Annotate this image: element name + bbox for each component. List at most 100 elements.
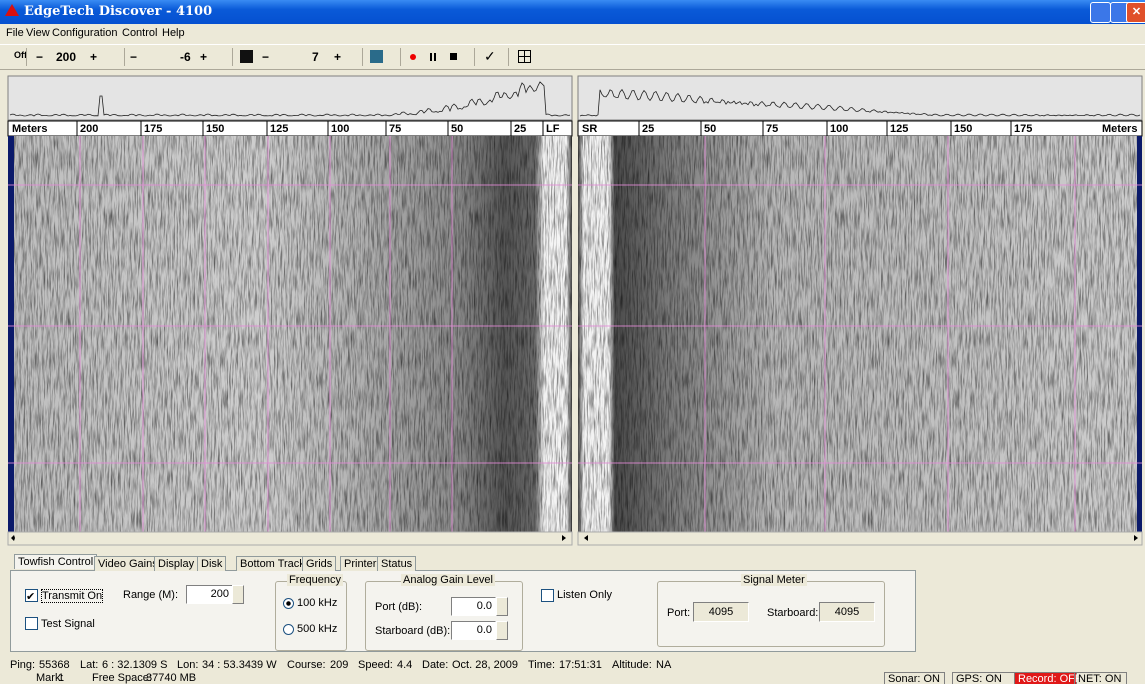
toolbar-icon[interactable]	[370, 50, 383, 63]
menu-item[interactable]: View	[26, 27, 50, 39]
status-value: 37740 MB	[146, 672, 196, 684]
status-label: Time:	[528, 659, 555, 671]
range-value[interactable]: 200	[56, 50, 76, 64]
starboard-edge	[1137, 136, 1142, 532]
status-label: Course:	[287, 659, 326, 671]
group-box	[365, 581, 523, 651]
stop-button[interactable]	[450, 53, 457, 60]
port-waveform-panel	[8, 76, 572, 120]
status-label: Free Space:	[92, 672, 152, 684]
status-value: 209	[330, 659, 348, 671]
spin-button[interactable]	[496, 597, 508, 616]
title-bar: EdgeTech Discover - 4100 ✕	[0, 0, 1145, 24]
tab[interactable]: Printer	[340, 556, 380, 571]
status-indicator: NET: ON	[1074, 672, 1127, 684]
menu-item[interactable]: Help	[162, 27, 185, 39]
tab[interactable]: Status	[377, 556, 416, 571]
pause-button[interactable]	[430, 53, 436, 61]
scale-label: 175	[144, 123, 162, 135]
tab[interactable]: Display	[154, 556, 198, 571]
minimize-button[interactable]	[1090, 2, 1111, 23]
toolbar-separator	[232, 48, 233, 66]
status-label: Ping:	[10, 659, 35, 671]
status-indicator: Record: OFF	[1014, 672, 1077, 684]
increase-button[interactable]: +	[200, 50, 207, 64]
gain-input[interactable]: 0.0	[451, 597, 496, 616]
radio-label[interactable]: 500 kHz	[297, 623, 337, 635]
scale-label: 75	[389, 123, 401, 135]
scale-label: 150	[954, 123, 972, 135]
gain-input[interactable]: 0.0	[451, 621, 496, 640]
radio-button[interactable]	[283, 624, 294, 635]
radio-button[interactable]	[283, 598, 294, 609]
status-value: 6 : 32.1309 S	[102, 659, 167, 671]
port-sonar-texture	[8, 136, 572, 532]
decrease-button[interactable]: −	[130, 50, 137, 64]
scale-label: 50	[451, 123, 463, 135]
checkbox-label[interactable]: Test Signal	[41, 618, 95, 630]
record-button[interactable]	[410, 54, 416, 60]
check-button[interactable]: ✓	[484, 48, 496, 65]
spin-button[interactable]	[232, 585, 244, 604]
starboard-scale-bar	[578, 121, 1142, 136]
checkbox[interactable]	[25, 617, 38, 630]
toolbar-separator	[26, 48, 27, 66]
status-value: Oct. 28, 2009	[452, 659, 518, 671]
scale-label: Meters	[12, 123, 47, 135]
field-label: Port (dB):	[375, 601, 422, 613]
tvg-value[interactable]: 7	[312, 50, 319, 64]
meter-value: 4095	[693, 602, 749, 622]
toolbar-separator	[362, 48, 363, 66]
checkbox[interactable]	[541, 589, 554, 602]
status-value: 1	[58, 672, 64, 684]
status-value: NA	[656, 659, 671, 671]
status-label: Altitude:	[612, 659, 652, 671]
tab[interactable]: Disk	[197, 556, 226, 571]
starboard-scrollbar[interactable]	[578, 532, 1142, 545]
status-value: 55368	[39, 659, 70, 671]
increase-button[interactable]: +	[334, 50, 341, 64]
app-icon	[5, 4, 19, 16]
spin-button[interactable]	[496, 621, 508, 640]
scale-label: 25	[642, 123, 654, 135]
radio-label[interactable]: 100 kHz	[297, 597, 337, 609]
meter-value: 4095	[819, 602, 875, 622]
decrease-button[interactable]: −	[262, 50, 269, 64]
port-scrollbar[interactable]	[8, 532, 572, 545]
group-box	[275, 581, 347, 651]
toolbar-separator	[400, 48, 401, 66]
status-indicator: Sonar: ON	[884, 672, 945, 684]
status-label: Speed:	[358, 659, 393, 671]
decrease-button[interactable]: −	[36, 50, 43, 64]
status-label: Date:	[422, 659, 448, 671]
tab[interactable]: Bottom Track	[236, 556, 309, 571]
toolbar-icon[interactable]	[240, 50, 253, 63]
grid-button[interactable]	[518, 50, 531, 63]
checkbox[interactable]: ✔	[25, 589, 38, 602]
starboard-sonar-texture	[578, 136, 1142, 532]
menu-item[interactable]: Control	[122, 27, 157, 39]
scale-label: 100	[331, 123, 349, 135]
menu-item[interactable]: File	[6, 27, 24, 39]
status-value: 4.4	[397, 659, 412, 671]
menu-bar: FileViewConfiguration Control Help	[0, 26, 1145, 42]
gain-value[interactable]: -6	[180, 50, 191, 64]
scale-label: Meters	[1102, 123, 1137, 135]
increase-button[interactable]: +	[90, 50, 97, 64]
checkbox-label[interactable]: Listen Only	[557, 589, 612, 601]
tab[interactable]: Grids	[302, 556, 336, 571]
range-input[interactable]: 200	[186, 585, 233, 604]
app-window: EdgeTech Discover - 4100 ✕ FileViewConfi…	[0, 0, 1145, 684]
tab[interactable]: Video Gains	[94, 556, 162, 571]
checkbox-label[interactable]: Transmit On	[41, 589, 103, 603]
window-title: EdgeTech Discover - 4100	[24, 4, 212, 19]
scale-label: 75	[766, 123, 778, 135]
menu-item[interactable]: Configuration	[52, 27, 117, 39]
close-button[interactable]: ✕	[1126, 2, 1145, 23]
group-title: Signal Meter	[741, 574, 807, 586]
tab[interactable]: Towfish Control	[14, 554, 97, 569]
